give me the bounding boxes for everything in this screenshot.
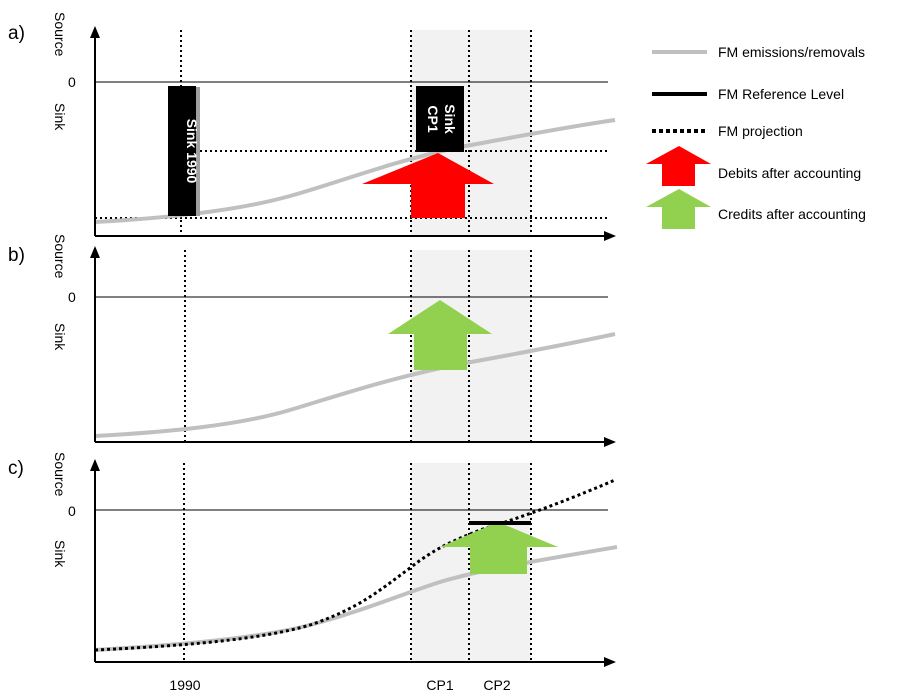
legend-item-projection: FM projection (652, 123, 803, 139)
cp2-shade (469, 250, 531, 442)
projection-curve (94, 478, 616, 652)
legend-label-debits: Debits after accounting (718, 165, 861, 181)
legend-debits-arrow (646, 146, 711, 186)
source-label: Source (52, 12, 68, 57)
debits-arrow (362, 153, 494, 218)
sink-1990-bar (168, 86, 196, 216)
credits-arrow (440, 522, 558, 574)
cp2-shade (469, 30, 531, 236)
panel-label: c) (8, 458, 24, 479)
panel-label: b) (8, 245, 25, 266)
sink-label: Sink (52, 323, 68, 351)
legend-item-debits: Debits after accounting (646, 146, 861, 186)
panel-c: c) Source 0 Sink 1990 CP1 CP2 (8, 452, 618, 692)
credits-arrow (388, 300, 492, 370)
sink-label: Sink (52, 540, 68, 568)
legend-item-credits: Credits after accounting (646, 189, 866, 229)
zero-label: 0 (68, 289, 76, 305)
emissions-curve (94, 332, 616, 438)
cp1-shade (411, 463, 469, 662)
x-label-cp2: CP2 (483, 677, 510, 692)
emissions-curve (94, 545, 618, 652)
legend-credits-arrow (646, 189, 711, 229)
sink-cp1-label-2: CP1 (425, 105, 441, 132)
legend-label-emissions: FM emissions/removals (718, 44, 865, 60)
sink-cp1-bar (416, 86, 464, 152)
sink-label: Sink (52, 103, 68, 131)
panel-label: a) (8, 23, 25, 44)
legend-item-emissions: FM emissions/removals (652, 44, 865, 60)
legend-label-projection: FM projection (718, 123, 803, 139)
panel-a: Sink 1990 Sink CP1 a) Source 0 Sink (8, 12, 616, 241)
legend-label-credits: Credits after accounting (718, 206, 866, 222)
zero-label: 0 (68, 503, 76, 519)
panel-b: b) Source 0 Sink (8, 234, 616, 447)
x-label-cp1: CP1 (426, 677, 453, 692)
x-label-1990: 1990 (169, 677, 200, 692)
sink-1990-label: Sink 1990 (184, 119, 200, 184)
legend-label-reference: FM Reference Level (718, 86, 844, 102)
legend: FM emissions/removals FM Reference Level… (646, 44, 866, 229)
source-label: Source (52, 452, 68, 497)
zero-label: 0 (68, 74, 76, 90)
sink-1990-bar-shadow (196, 87, 200, 216)
legend-item-reference: FM Reference Level (652, 86, 844, 102)
source-label: Source (52, 234, 68, 279)
sink-cp1-label-1: Sink (442, 104, 458, 134)
